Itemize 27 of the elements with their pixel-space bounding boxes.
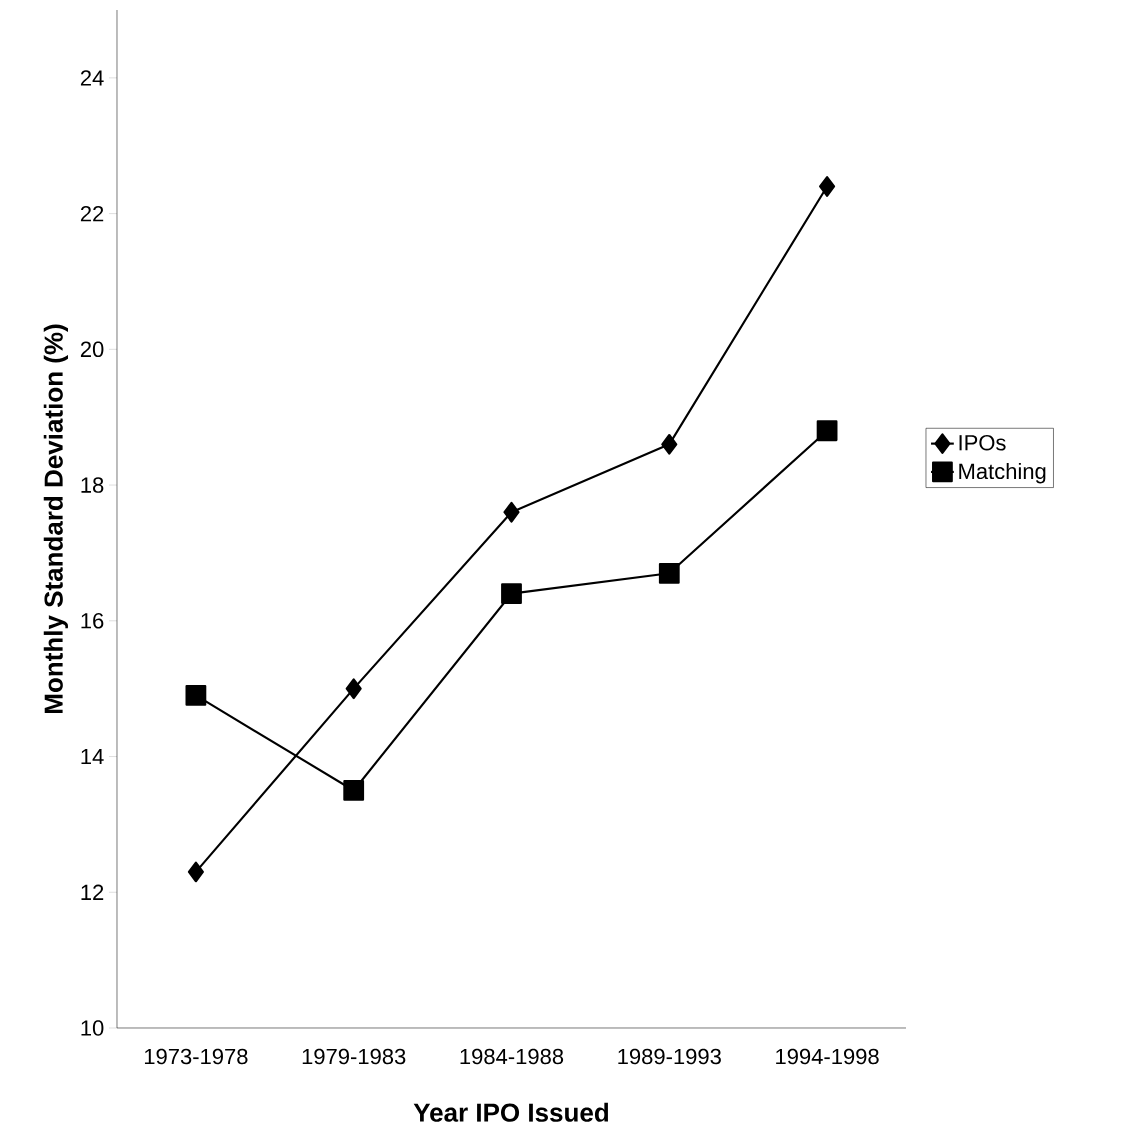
point — [501, 583, 522, 605]
y-tick-label: 12 — [81, 884, 104, 900]
legend-label: Matching — [959, 462, 1046, 484]
y-tick-label: 24 — [80, 70, 104, 86]
point — [658, 562, 680, 584]
x-tick-label: 1979-1983 — [302, 1048, 406, 1065]
point — [503, 501, 520, 523]
y-tick-label: 20 — [80, 341, 104, 358]
point — [816, 420, 838, 442]
point — [343, 780, 365, 801]
x-axis-title: Year IPO Issued — [413, 1102, 609, 1122]
y-tick-label: 10 — [81, 1020, 104, 1036]
point — [661, 433, 678, 455]
legend-label: IPOs — [959, 434, 1006, 451]
y-tick-label: 22 — [80, 205, 104, 222]
point — [819, 176, 836, 197]
x-tick-label: 1973-1978 — [144, 1048, 248, 1065]
x-tick-label: 1984-1988 — [460, 1048, 564, 1065]
y-tick-label: 14 — [81, 748, 104, 765]
point — [187, 861, 204, 883]
y-tick-label: 16 — [81, 613, 104, 629]
y-tick-label: 18 — [81, 477, 104, 493]
y-axis-title: Monthly Standard Deviation (%) — [43, 324, 68, 713]
x-tick-label: 1989-1993 — [618, 1048, 721, 1065]
point — [345, 678, 362, 700]
point — [185, 685, 207, 706]
x-tick-label: 1994-1998 — [776, 1048, 879, 1065]
